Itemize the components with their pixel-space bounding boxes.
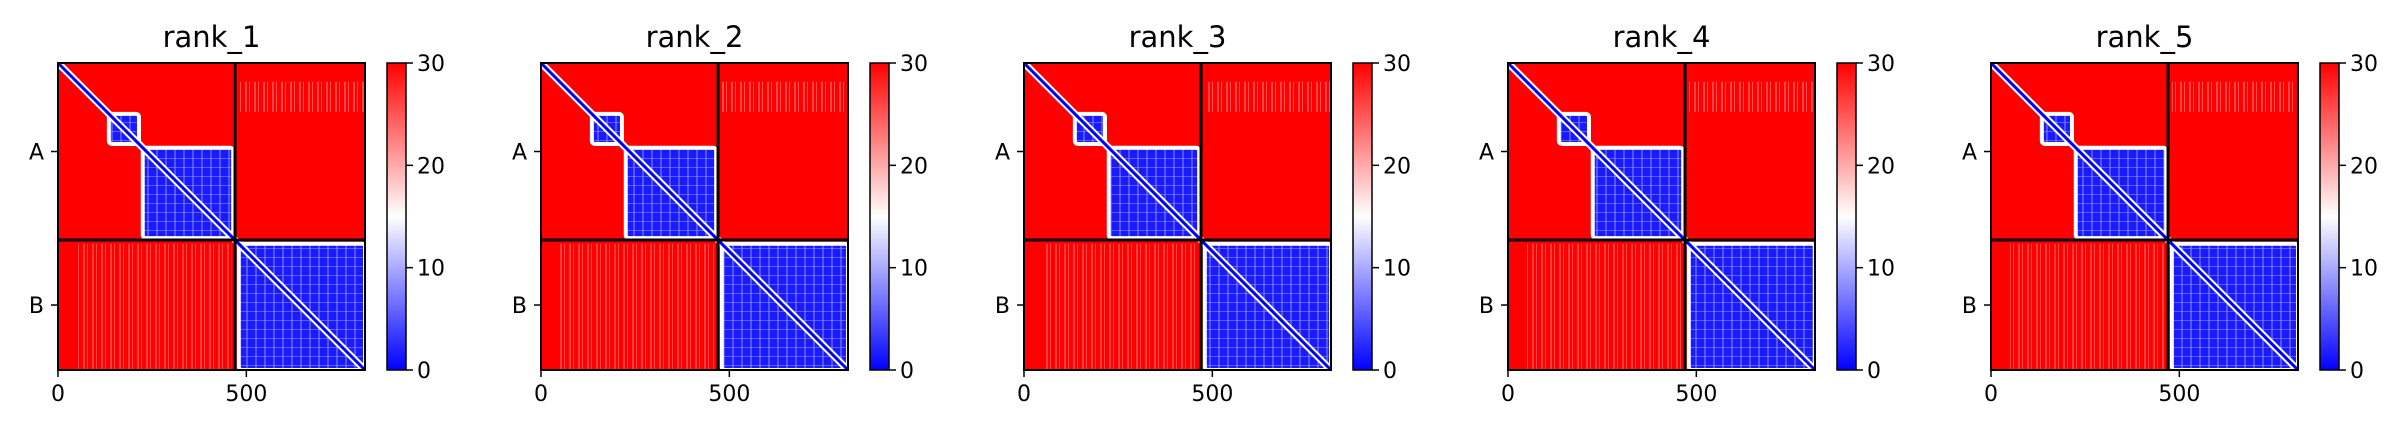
plot-frame (1507, 62, 1816, 371)
colorbar-tick-label: 30 (417, 52, 445, 77)
colorbar-tick-label: 20 (2350, 154, 2378, 179)
offdiag-texture (2009, 243, 2165, 370)
colorbar (1352, 62, 1373, 371)
colorbar (2319, 62, 2340, 371)
offdiag-texture (2171, 81, 2298, 112)
colorbar (386, 62, 407, 371)
chain-label-B: B (1479, 294, 1494, 319)
diagonal (539, 61, 850, 372)
panel-title: rank_5 (2096, 20, 2194, 54)
plot-frame (1990, 62, 2299, 371)
diagonal (1022, 61, 1333, 372)
offdiag-texture (1526, 243, 1682, 370)
heatmap-panel-2: rank_2 A B 0 500 0 10 20 30 (512, 20, 928, 407)
xtick-label: 500 (1675, 382, 1717, 407)
chain-label-B: B (29, 294, 44, 319)
heatmap-panel-1: rank_1 A B 0 500 0 10 20 30 (29, 20, 445, 407)
chain-label-B: B (1962, 294, 1977, 319)
plot-frame (540, 62, 849, 371)
chain-label-B: B (512, 294, 527, 319)
chain-label-A: A (995, 141, 1010, 166)
colorbar-tick-label: 0 (1383, 359, 1397, 384)
panel-title: rank_4 (1613, 20, 1711, 54)
xtick-label: 0 (1984, 382, 1998, 407)
diagonal (56, 61, 367, 372)
colorbar-tick-label: 30 (900, 52, 928, 77)
diagonal (1506, 61, 1817, 372)
plot-frame (57, 62, 366, 371)
diagonal (1989, 61, 2300, 372)
panel-title: rank_3 (1129, 20, 1227, 54)
colorbar-tick-label: 30 (2350, 52, 2378, 77)
colorbar-tick-label: 10 (900, 257, 928, 282)
colorbar (869, 62, 890, 371)
colorbar-tick-label: 20 (900, 154, 928, 179)
colorbar-tick-label: 0 (1867, 359, 1881, 384)
panel-title: rank_2 (646, 20, 744, 54)
chain-label-A: A (512, 141, 527, 166)
colorbar-tick-label: 10 (417, 257, 445, 282)
xtick-label: 0 (1017, 382, 1031, 407)
colorbar-tick-label: 10 (1867, 257, 1895, 282)
colorbar-tick-label: 20 (1383, 154, 1411, 179)
chain-label-B: B (995, 294, 1010, 319)
chain-label-A: A (29, 141, 44, 166)
heatmap-panel-3: rank_3 A B 0 500 0 10 20 30 (995, 20, 1411, 407)
colorbar-tick-label: 0 (417, 359, 431, 384)
offdiag-texture (721, 81, 848, 112)
offdiag-texture (1042, 243, 1198, 370)
xtick-label: 0 (51, 382, 65, 407)
colorbar-tick-label: 20 (1867, 154, 1895, 179)
colorbar-tick-label: 30 (1867, 52, 1895, 77)
heatmap-panel-4: rank_4 A B 0 500 0 10 20 30 (1479, 20, 1895, 407)
xtick-label: 0 (1501, 382, 1515, 407)
colorbar-tick-label: 10 (1383, 257, 1411, 282)
offdiag-texture (559, 243, 715, 370)
xtick-label: 500 (225, 382, 267, 407)
offdiag-texture (1688, 81, 1815, 112)
colorbar-tick-label: 10 (2350, 257, 2378, 282)
plot-frame (1023, 62, 1332, 371)
xtick-label: 500 (708, 382, 750, 407)
offdiag-texture (238, 81, 365, 112)
chain-label-A: A (1479, 141, 1494, 166)
xtick-label: 500 (2158, 382, 2200, 407)
colorbar-tick-label: 0 (2350, 359, 2364, 384)
heatmap-panel-5: rank_5 A B 0 500 0 10 20 30 (1962, 20, 2378, 407)
panel-title: rank_1 (163, 20, 261, 54)
xtick-label: 0 (534, 382, 548, 407)
offdiag-texture (76, 243, 232, 370)
chain-label-A: A (1962, 141, 1977, 166)
colorbar-tick-label: 20 (417, 154, 445, 179)
colorbar-tick-label: 30 (1383, 52, 1411, 77)
colorbar (1836, 62, 1857, 371)
offdiag-texture (1204, 81, 1331, 112)
colorbar-tick-label: 0 (900, 359, 914, 384)
xtick-label: 500 (1191, 382, 1233, 407)
